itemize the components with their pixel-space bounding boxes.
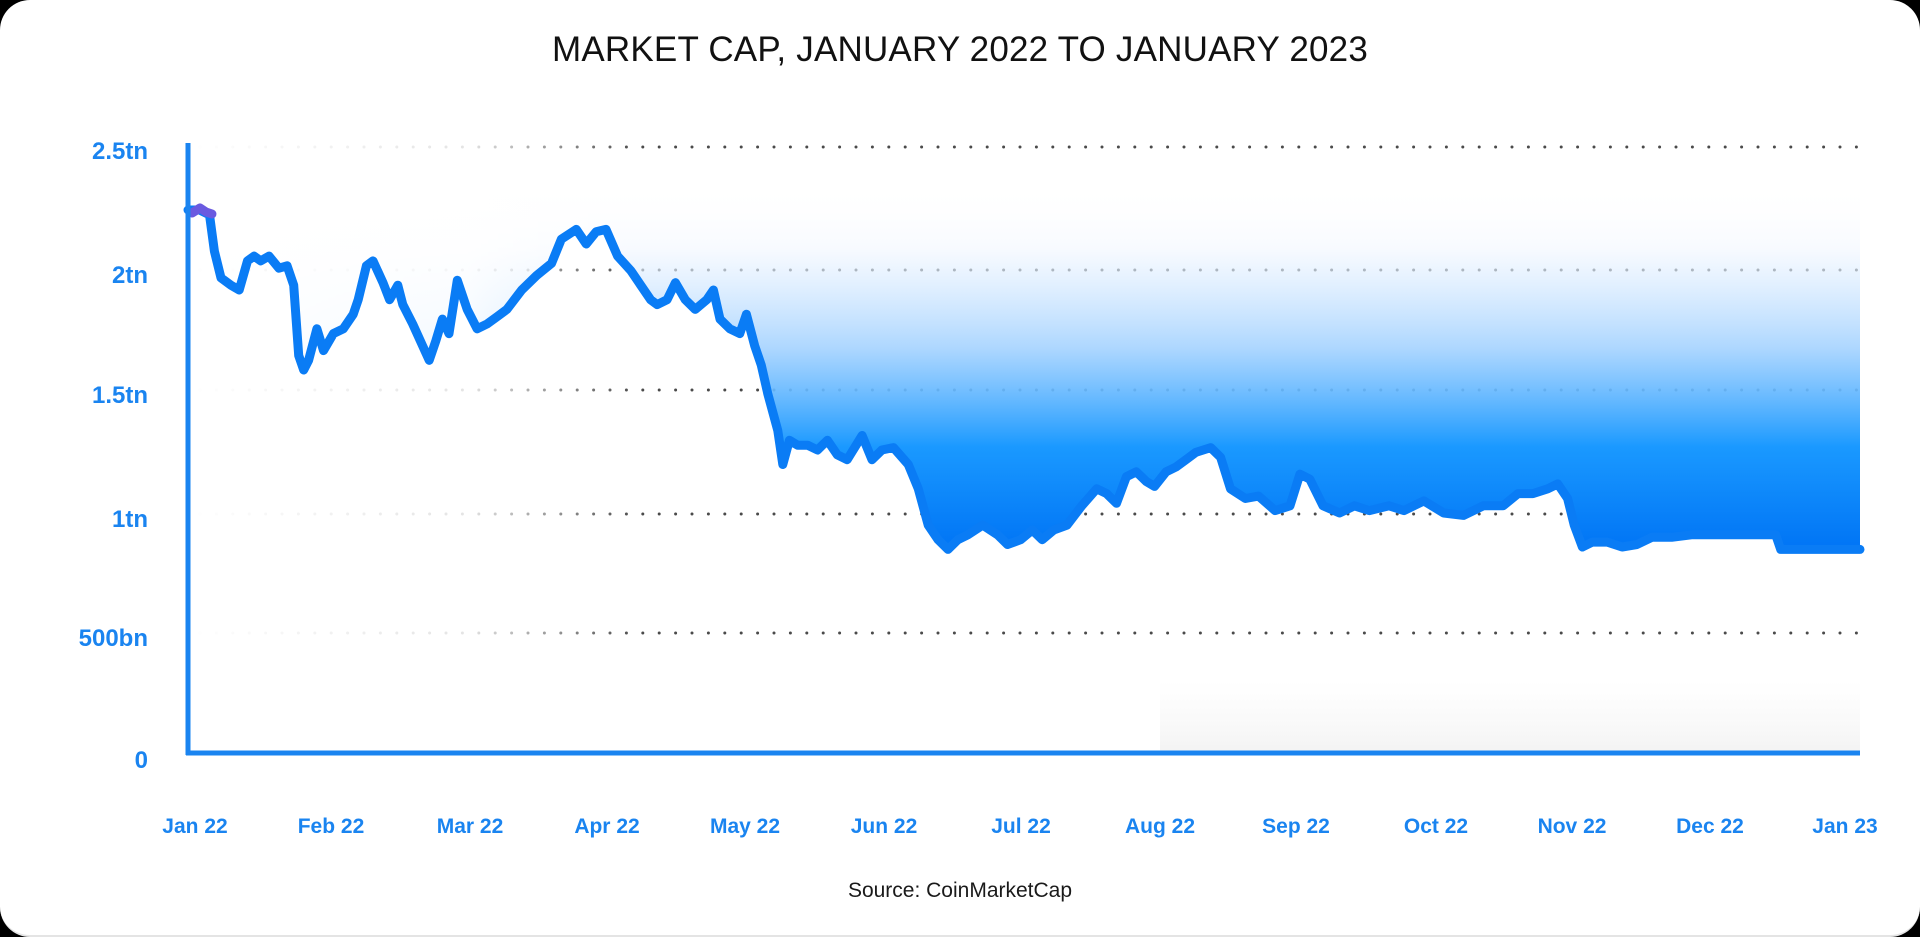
y-tick-label: 1.5tn [92,382,148,409]
x-tick-label: Jul 22 [991,815,1051,838]
y-tick-label: 1tn [112,506,148,533]
x-tick-label: Jan 22 [162,815,227,838]
area-fill-left-fade [188,140,1188,770]
chart-title: MARKET CAP, JANUARY 2022 TO JANUARY 2023 [552,30,1368,69]
baseline-glow [1160,680,1860,752]
y-tick-label: 2tn [112,262,148,289]
x-tick-label: Dec 22 [1676,815,1744,838]
y-tick-label: 2.5tn [92,138,148,165]
source-caption: Source: CoinMarketCap [847,879,1073,902]
x-tick-label: Aug 22 [1125,815,1195,838]
market-cap-line [183,205,1865,554]
x-tick-label: Oct 22 [1404,815,1468,838]
x-tick-label: May 22 [710,815,780,838]
start-marker [187,203,217,219]
y-tick-label: 500bn [79,625,148,652]
x-tick-label: Nov 22 [1538,815,1607,838]
y-tick-label: 0 [135,747,148,774]
y-axis-labels: 2.5tn 2tn 1.5tn 1tn 500bn 0 [79,138,148,774]
x-tick-label: Sep 22 [1262,815,1330,838]
x-tick-label: Mar 22 [437,815,504,838]
x-tick-label: Jun 22 [851,815,918,838]
x-tick-label: Feb 22 [298,815,365,838]
x-tick-label: Jan 23 [1812,815,1877,838]
x-tick-label: Apr 22 [574,815,639,838]
x-axis-labels: Jan 22 Feb 22 Mar 22 Apr 22 May 22 Jun 2… [162,815,1877,838]
